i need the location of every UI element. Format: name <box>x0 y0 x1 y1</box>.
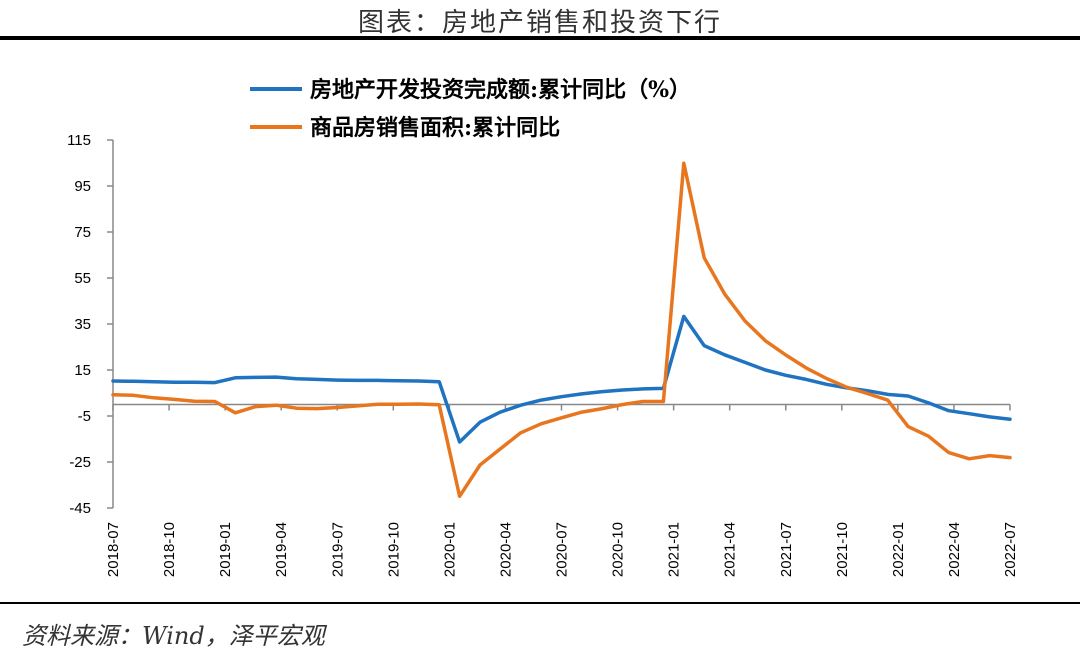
y-tick-label: 15 <box>74 362 91 379</box>
x-tick-label: 2018-10 <box>161 522 178 577</box>
y-tick-label: 35 <box>74 316 91 333</box>
y-tick-label: -25 <box>69 454 91 471</box>
bottom-divider <box>0 602 1080 604</box>
legend-label-2: 商品房销售面积:累计同比 <box>310 115 560 141</box>
series-line-2 <box>111 161 1012 499</box>
y-tick-label: 95 <box>74 178 91 195</box>
x-tick-label: 2020-04 <box>497 522 514 577</box>
legend-label-1: 房地产开发投资完成额:累计同比（%） <box>310 77 691 103</box>
y-tick-label: 75 <box>74 224 91 241</box>
x-tick-label: 2021-01 <box>666 522 683 577</box>
x-tick-label: 2021-04 <box>722 522 739 577</box>
x-tick-label: 2019-07 <box>329 522 346 577</box>
x-tick-label: 2019-10 <box>385 522 402 577</box>
x-tick-label: 2018-07 <box>105 522 122 577</box>
x-tick-label: 2019-01 <box>217 522 234 577</box>
x-tick-label: 2019-04 <box>273 522 290 577</box>
x-tick-label: 2020-01 <box>441 522 458 577</box>
x-tick-label: 2022-01 <box>890 522 907 577</box>
series-line-1 <box>111 314 1012 444</box>
chart-title: 图表：房地产销售和投资下行 <box>357 8 722 38</box>
top-divider <box>0 36 1080 40</box>
y-tick-label: 115 <box>67 132 91 149</box>
x-tick-label: 2020-07 <box>554 522 571 577</box>
x-tick-label: 2020-10 <box>610 522 627 577</box>
source-note: 资料来源：Wind，泽平宏观 <box>22 622 325 650</box>
x-tick-label: 2022-07 <box>1002 522 1019 577</box>
y-tick-label: 55 <box>74 270 91 287</box>
x-tick-label: 2022-04 <box>946 522 963 577</box>
x-tick-label: 2021-10 <box>834 522 851 577</box>
x-tick-label: 2021-07 <box>778 522 795 577</box>
y-tick-label: -45 <box>69 500 91 517</box>
y-tick-label: -5 <box>78 408 91 425</box>
